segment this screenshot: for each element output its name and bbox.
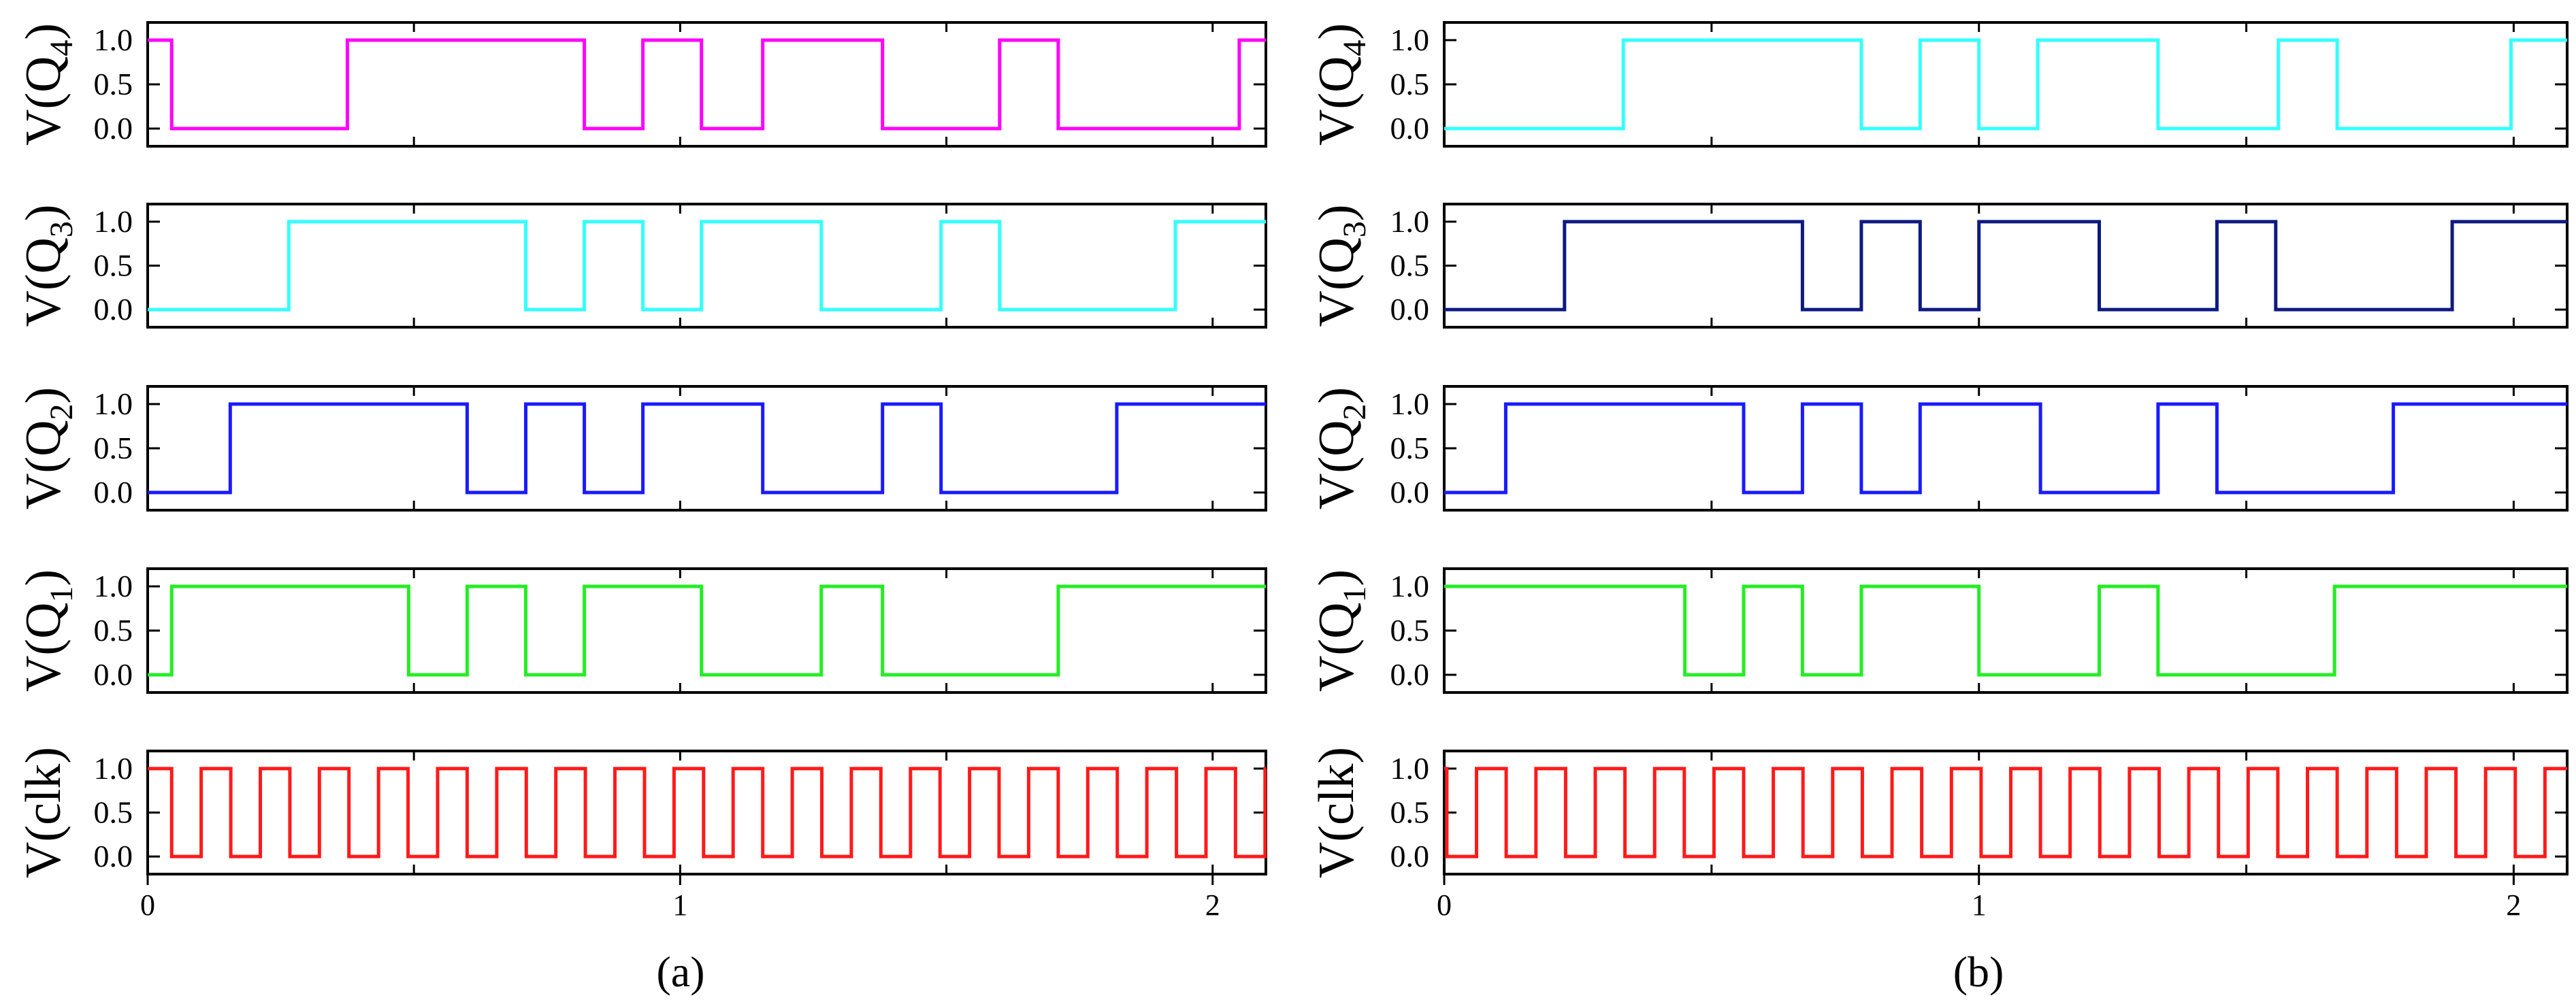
y-tick-label: 1.0 — [94, 22, 133, 57]
y-tick-label: 0.5 — [1390, 248, 1430, 283]
waveform-Q2 — [148, 402, 1266, 495]
x-tick-label: 0 — [140, 888, 155, 922]
y-tick-label: 0.0 — [94, 111, 133, 146]
y-tick-label: 0.0 — [1390, 111, 1430, 146]
series-label-clk: V(clk) — [16, 747, 71, 878]
y-tick-label: 1.0 — [1390, 751, 1430, 786]
panel-1: 0.0 0.5 1.0 V(Q4) 0.0 0.5 1.0 V(Q3) 0.0 0.5 1.0 V(Q… — [1309, 21, 2569, 996]
panel-caption: (b) — [1953, 948, 2004, 996]
series-label-Q4: V(Q4) — [1309, 23, 1373, 146]
series-label-Q1: V(Q1) — [1309, 569, 1373, 692]
x-tick-label: 1 — [1972, 888, 1987, 922]
y-tick-label: 0.5 — [1390, 795, 1430, 830]
y-tick-label: 0.5 — [1390, 67, 1430, 101]
y-tick-label: 0.0 — [1390, 292, 1430, 327]
y-tick-label: 1.0 — [94, 751, 133, 786]
waveform-Q2 — [1444, 402, 2567, 495]
y-tick-label: 0.5 — [94, 248, 133, 283]
y-tick-label: 0.0 — [94, 839, 133, 873]
y-tick-label: 0.0 — [1390, 475, 1430, 510]
y-tick-label: 0.5 — [94, 431, 133, 465]
waveform-clk — [1444, 767, 2567, 858]
y-tick-label: 0.5 — [1390, 431, 1430, 465]
series-label-Q4: V(Q4) — [16, 23, 80, 146]
panel-caption: (a) — [656, 948, 704, 996]
y-tick-label: 1.0 — [1390, 569, 1430, 603]
series-label-clk: V(clk) — [1309, 747, 1365, 878]
y-tick-label: 0.5 — [94, 795, 133, 830]
series-label-Q1: V(Q1) — [16, 569, 80, 692]
x-tick-label: 1 — [672, 888, 687, 922]
panel-0: 0.0 0.5 1.0 V(Q4) 0.0 0.5 1.0 V(Q3) 0.0 0.5 1.0 V(Q… — [16, 21, 1267, 996]
y-tick-label: 0.0 — [94, 292, 133, 327]
x-tick-label: 2 — [2506, 888, 2521, 922]
waveform-Q3 — [148, 220, 1266, 312]
waveform-Q1 — [148, 584, 1266, 677]
y-tick-label: 0.5 — [1390, 613, 1430, 648]
y-tick-label: 1.0 — [94, 204, 133, 239]
y-tick-label: 1.0 — [1390, 22, 1430, 57]
y-tick-label: 0.5 — [94, 613, 133, 648]
waveform-Q4 — [148, 38, 1266, 131]
y-tick-label: 1.0 — [1390, 386, 1430, 421]
series-label-Q3: V(Q3) — [1309, 204, 1373, 327]
y-tick-label: 0.5 — [94, 67, 133, 101]
series-label-Q2: V(Q2) — [16, 387, 80, 510]
y-tick-label: 0.0 — [1390, 657, 1430, 692]
series-label-Q2: V(Q2) — [1309, 387, 1373, 510]
y-tick-label: 1.0 — [94, 569, 133, 603]
y-tick-label: 0.0 — [94, 657, 133, 692]
waveform-Q4 — [1444, 38, 2567, 131]
series-label-Q3: V(Q3) — [16, 204, 80, 327]
y-tick-label: 1.0 — [1390, 204, 1430, 239]
waveform-Q1 — [1444, 584, 2567, 677]
y-tick-label: 0.0 — [1390, 839, 1430, 873]
y-tick-label: 0.0 — [94, 475, 133, 510]
x-tick-label: 0 — [1437, 888, 1452, 922]
waveform-Q3 — [1444, 220, 2567, 312]
y-tick-label: 1.0 — [94, 386, 133, 421]
waveform-clk — [148, 767, 1267, 858]
x-tick-label: 2 — [1205, 888, 1220, 922]
